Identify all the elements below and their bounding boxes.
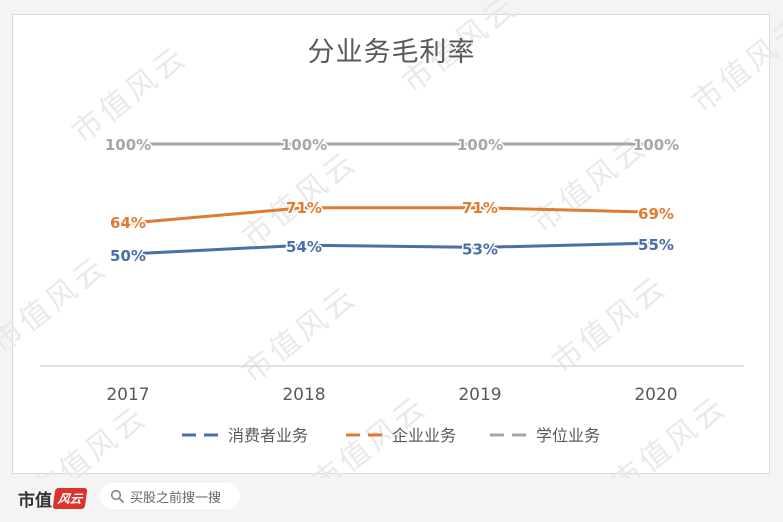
brand-logo: 市值 风云 (18, 486, 88, 511)
x-tick-label: 2019 (458, 385, 501, 405)
data-label: 53% (462, 240, 498, 258)
legend-label: 学位业务 (536, 426, 600, 445)
x-tick-label: 2018 (282, 385, 325, 405)
search-box[interactable]: 买股之前搜一搜 (100, 483, 240, 509)
data-label: 71% (462, 199, 498, 217)
data-label: 69% (638, 205, 674, 223)
data-label: 71% (286, 199, 322, 217)
data-label: 50% (110, 247, 146, 265)
legend-label: 消费者业务 (228, 426, 308, 445)
data-label: 55% (638, 236, 674, 254)
data-label: 100% (105, 136, 151, 154)
data-label: 54% (286, 238, 322, 256)
series-line (127, 206, 657, 225)
data-label: 100% (281, 136, 327, 154)
search-placeholder: 买股之前搜一搜 (130, 490, 222, 506)
chart-title: 分业务毛利率 (307, 37, 476, 68)
data-label: 100% (633, 136, 679, 154)
data-label: 100% (457, 136, 503, 154)
legend-label: 企业业务 (392, 426, 456, 445)
brand-name: 市值 (18, 491, 52, 511)
search-icon (110, 489, 124, 503)
line-chart: 2017 2018 2019 2020 50% 54% 53% 55% 64% 71% 71% 69%… (40, 135, 744, 445)
series-line (127, 241, 657, 256)
x-tick-label: 2017 (106, 385, 149, 405)
data-label: 64% (110, 214, 146, 232)
x-tick-label: 2020 (634, 385, 677, 405)
brand-mark: 风云 (52, 488, 88, 509)
